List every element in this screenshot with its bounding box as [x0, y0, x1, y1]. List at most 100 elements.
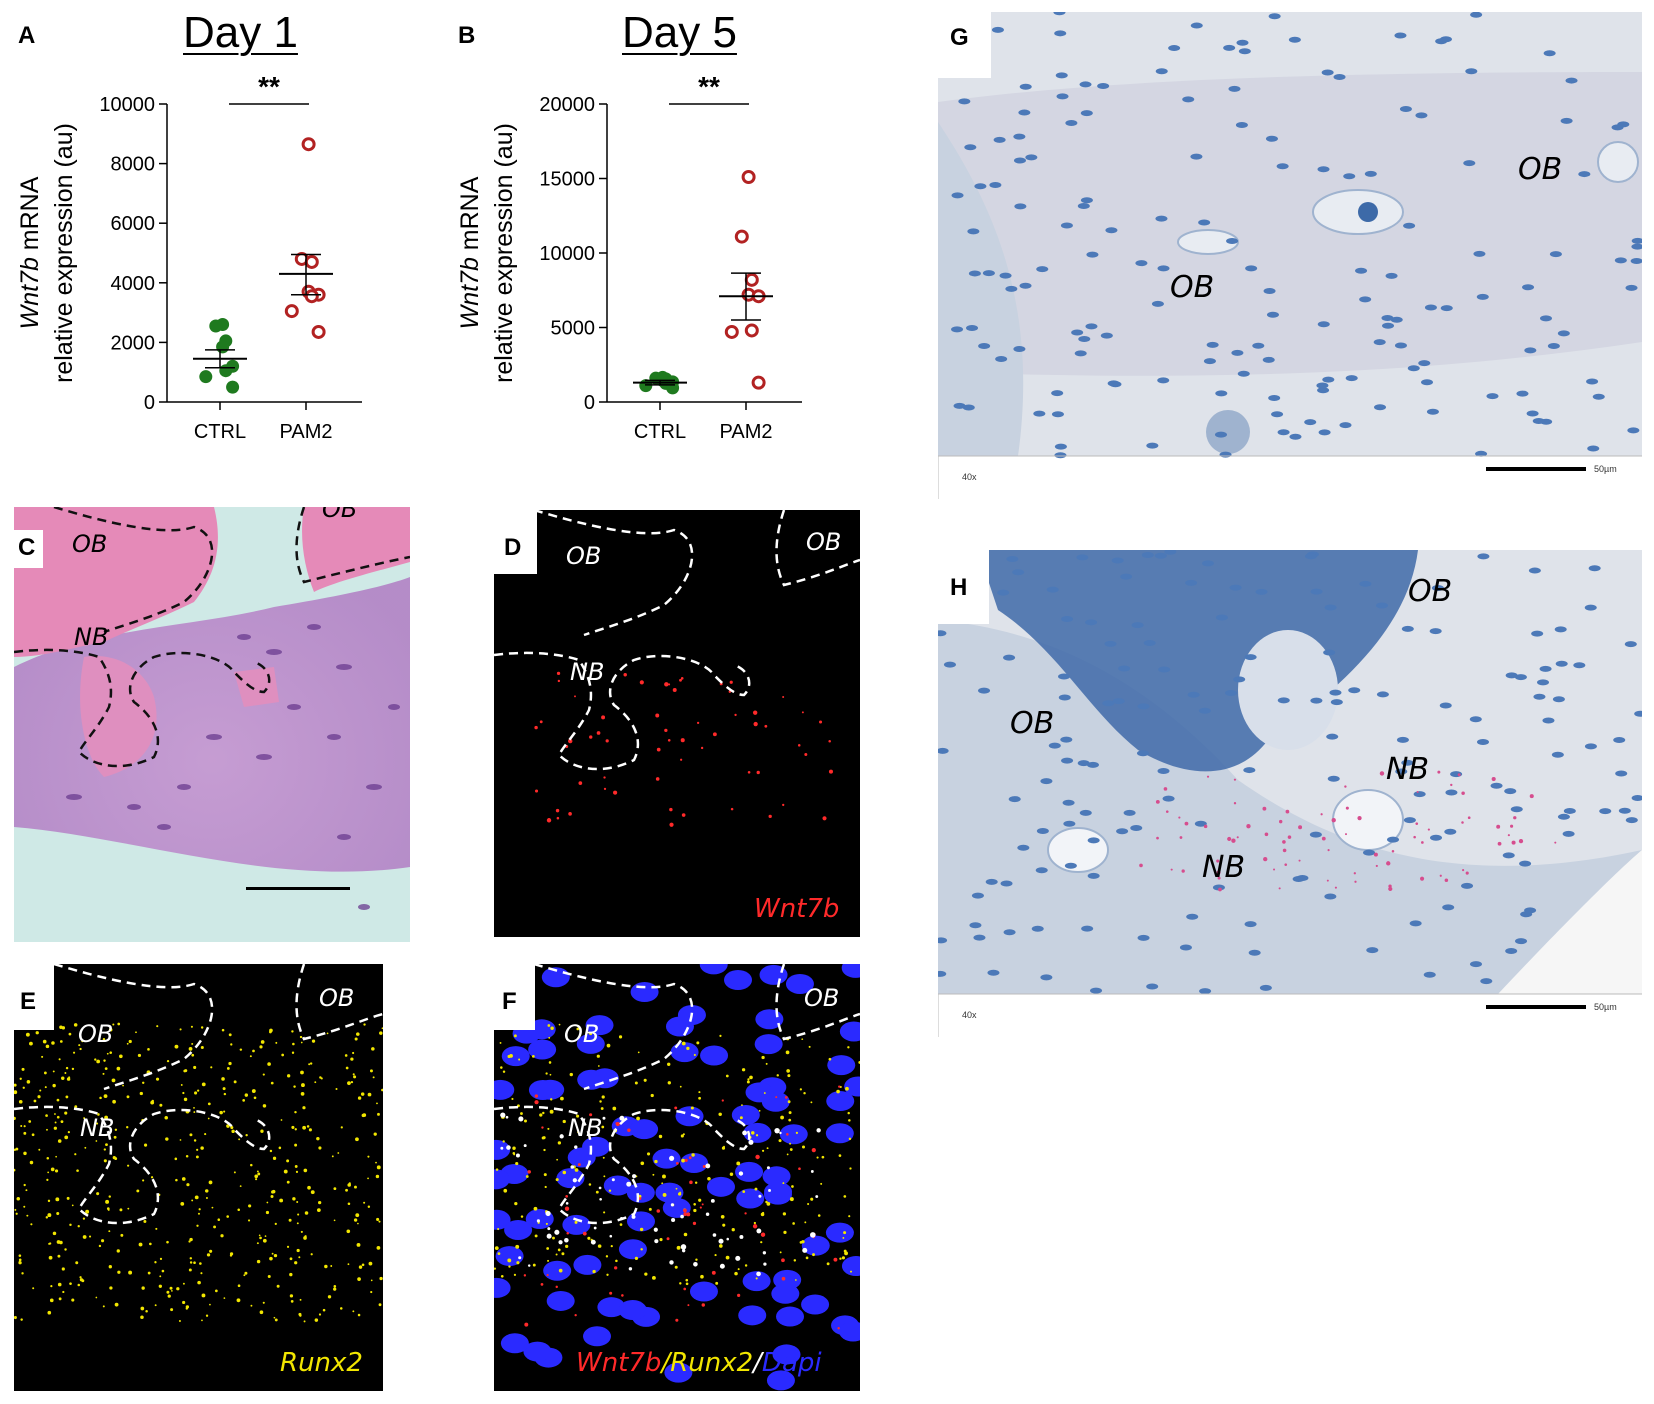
- runx2-signal: [25, 1032, 30, 1037]
- dapi-nucleus: [680, 1153, 709, 1174]
- nucleus: [1102, 700, 1115, 707]
- nucleus: [1366, 947, 1379, 954]
- colocalized-signal: [565, 1201, 569, 1205]
- wnt7b-signal: [596, 731, 601, 735]
- runx2-signal: [354, 1037, 358, 1041]
- runx2-signal: [18, 1254, 22, 1257]
- colocalized-signal: [671, 1217, 676, 1223]
- wnt7b-signal: [669, 807, 673, 812]
- dapi-nucleus: [546, 1290, 575, 1311]
- runx2-signal: [57, 1139, 62, 1143]
- runx2-signal: [294, 1261, 298, 1265]
- runx2-signal: [32, 1287, 35, 1290]
- runx2-signal: [166, 1240, 169, 1244]
- runx2-signal: [238, 1138, 241, 1141]
- runx2-signal: [751, 1131, 755, 1135]
- ish-signal: [1465, 871, 1469, 875]
- wnt7b-signal: [764, 724, 768, 728]
- nucleus: [1309, 831, 1322, 838]
- wnt7b-signal: [627, 1128, 631, 1132]
- runx2-signal: [76, 1169, 79, 1172]
- nucleus: [1062, 799, 1075, 806]
- nucleus: [1223, 44, 1236, 51]
- nucleus: [1277, 429, 1290, 436]
- wnt7b-signal: [687, 1304, 690, 1307]
- label-ob: OB: [1170, 270, 1215, 305]
- runx2-signal: [766, 1147, 769, 1150]
- ish-signal: [1421, 841, 1424, 844]
- runx2-signal: [347, 1202, 351, 1206]
- runx2-signal: [601, 1125, 605, 1129]
- runx2-signal: [691, 1153, 695, 1157]
- runx2-signal: [507, 1258, 512, 1263]
- runx2-signal: [309, 1062, 313, 1065]
- runx2-signal: [511, 1097, 514, 1100]
- colocalized-signal: [545, 1210, 551, 1217]
- ish-signal: [1327, 849, 1330, 852]
- ish-signal: [1467, 816, 1471, 820]
- nucleus: [1339, 422, 1352, 429]
- runx2-signal: [201, 1082, 206, 1087]
- nucleus: [1490, 782, 1503, 789]
- runx2-signal: [60, 1120, 64, 1124]
- runx2-signal: [29, 1041, 33, 1046]
- runx2-signal: [693, 1208, 697, 1213]
- wnt7b-signal: [568, 812, 572, 816]
- runx2-signal: [597, 1244, 602, 1248]
- y-axis-label: Wnt7b mRNA: [16, 176, 44, 329]
- dapi-nucleus: [706, 1176, 735, 1197]
- nucleus: [987, 969, 1000, 976]
- wnt7b-signal: [609, 1291, 613, 1295]
- runx2-signal: [72, 1051, 76, 1054]
- runx2-signal: [612, 1106, 617, 1111]
- runx2-signal: [159, 1275, 162, 1278]
- runx2-signal: [273, 1253, 278, 1258]
- runx2-signal: [294, 1128, 297, 1131]
- runx2-signal: [213, 1225, 217, 1229]
- runx2-signal: [237, 1284, 241, 1288]
- runx2-signal: [112, 1023, 115, 1026]
- runx2-signal: [143, 1219, 147, 1223]
- runx2-signal: [532, 1263, 536, 1267]
- ish-signal: [1391, 850, 1395, 853]
- runx2-signal: [347, 1081, 351, 1086]
- wnt7b-signal: [589, 735, 593, 739]
- ish-signal: [1216, 859, 1220, 863]
- runx2-signal: [512, 1146, 516, 1150]
- colocalized-signal: [564, 1237, 569, 1243]
- nucleus: [1502, 852, 1515, 859]
- runx2-signal: [845, 1086, 849, 1091]
- nucleus: [1058, 673, 1071, 680]
- dapi-nucleus: [785, 973, 814, 994]
- nucleus: [1040, 974, 1053, 981]
- runx2-signal: [293, 1085, 296, 1088]
- nucleus: [1526, 410, 1539, 417]
- runx2-signal: [156, 1025, 159, 1028]
- runx2-signal: [574, 1220, 578, 1224]
- runx2-signal: [230, 1043, 233, 1046]
- nucleus: [1271, 411, 1284, 418]
- runx2-signal: [741, 1068, 746, 1072]
- runx2-signal: [69, 1282, 72, 1285]
- runx2-signal: [226, 1067, 230, 1070]
- runx2-signal: [640, 1161, 645, 1166]
- wnt7b-signal: [589, 1113, 593, 1117]
- nucleus: [1415, 112, 1428, 119]
- runx2-signal: [19, 1077, 22, 1080]
- nucleus: [1229, 584, 1242, 591]
- nucleus: [1000, 880, 1013, 887]
- nucleus: [1324, 893, 1337, 900]
- runx2-signal: [174, 1044, 179, 1049]
- wnt7b-signal: [752, 710, 758, 715]
- wnt7b-signal: [686, 1212, 691, 1217]
- nucleus: [1081, 925, 1094, 932]
- dapi-nucleus: [675, 1106, 704, 1127]
- nucleus: [1215, 390, 1228, 397]
- ish-signal: [1353, 872, 1356, 875]
- nucleus: [1055, 72, 1068, 79]
- nucleus: [1418, 360, 1431, 367]
- nucleus: [1321, 69, 1334, 76]
- runx2-signal: [112, 1156, 116, 1160]
- nucleus: [1185, 579, 1198, 586]
- runx2-signal: [693, 1053, 696, 1057]
